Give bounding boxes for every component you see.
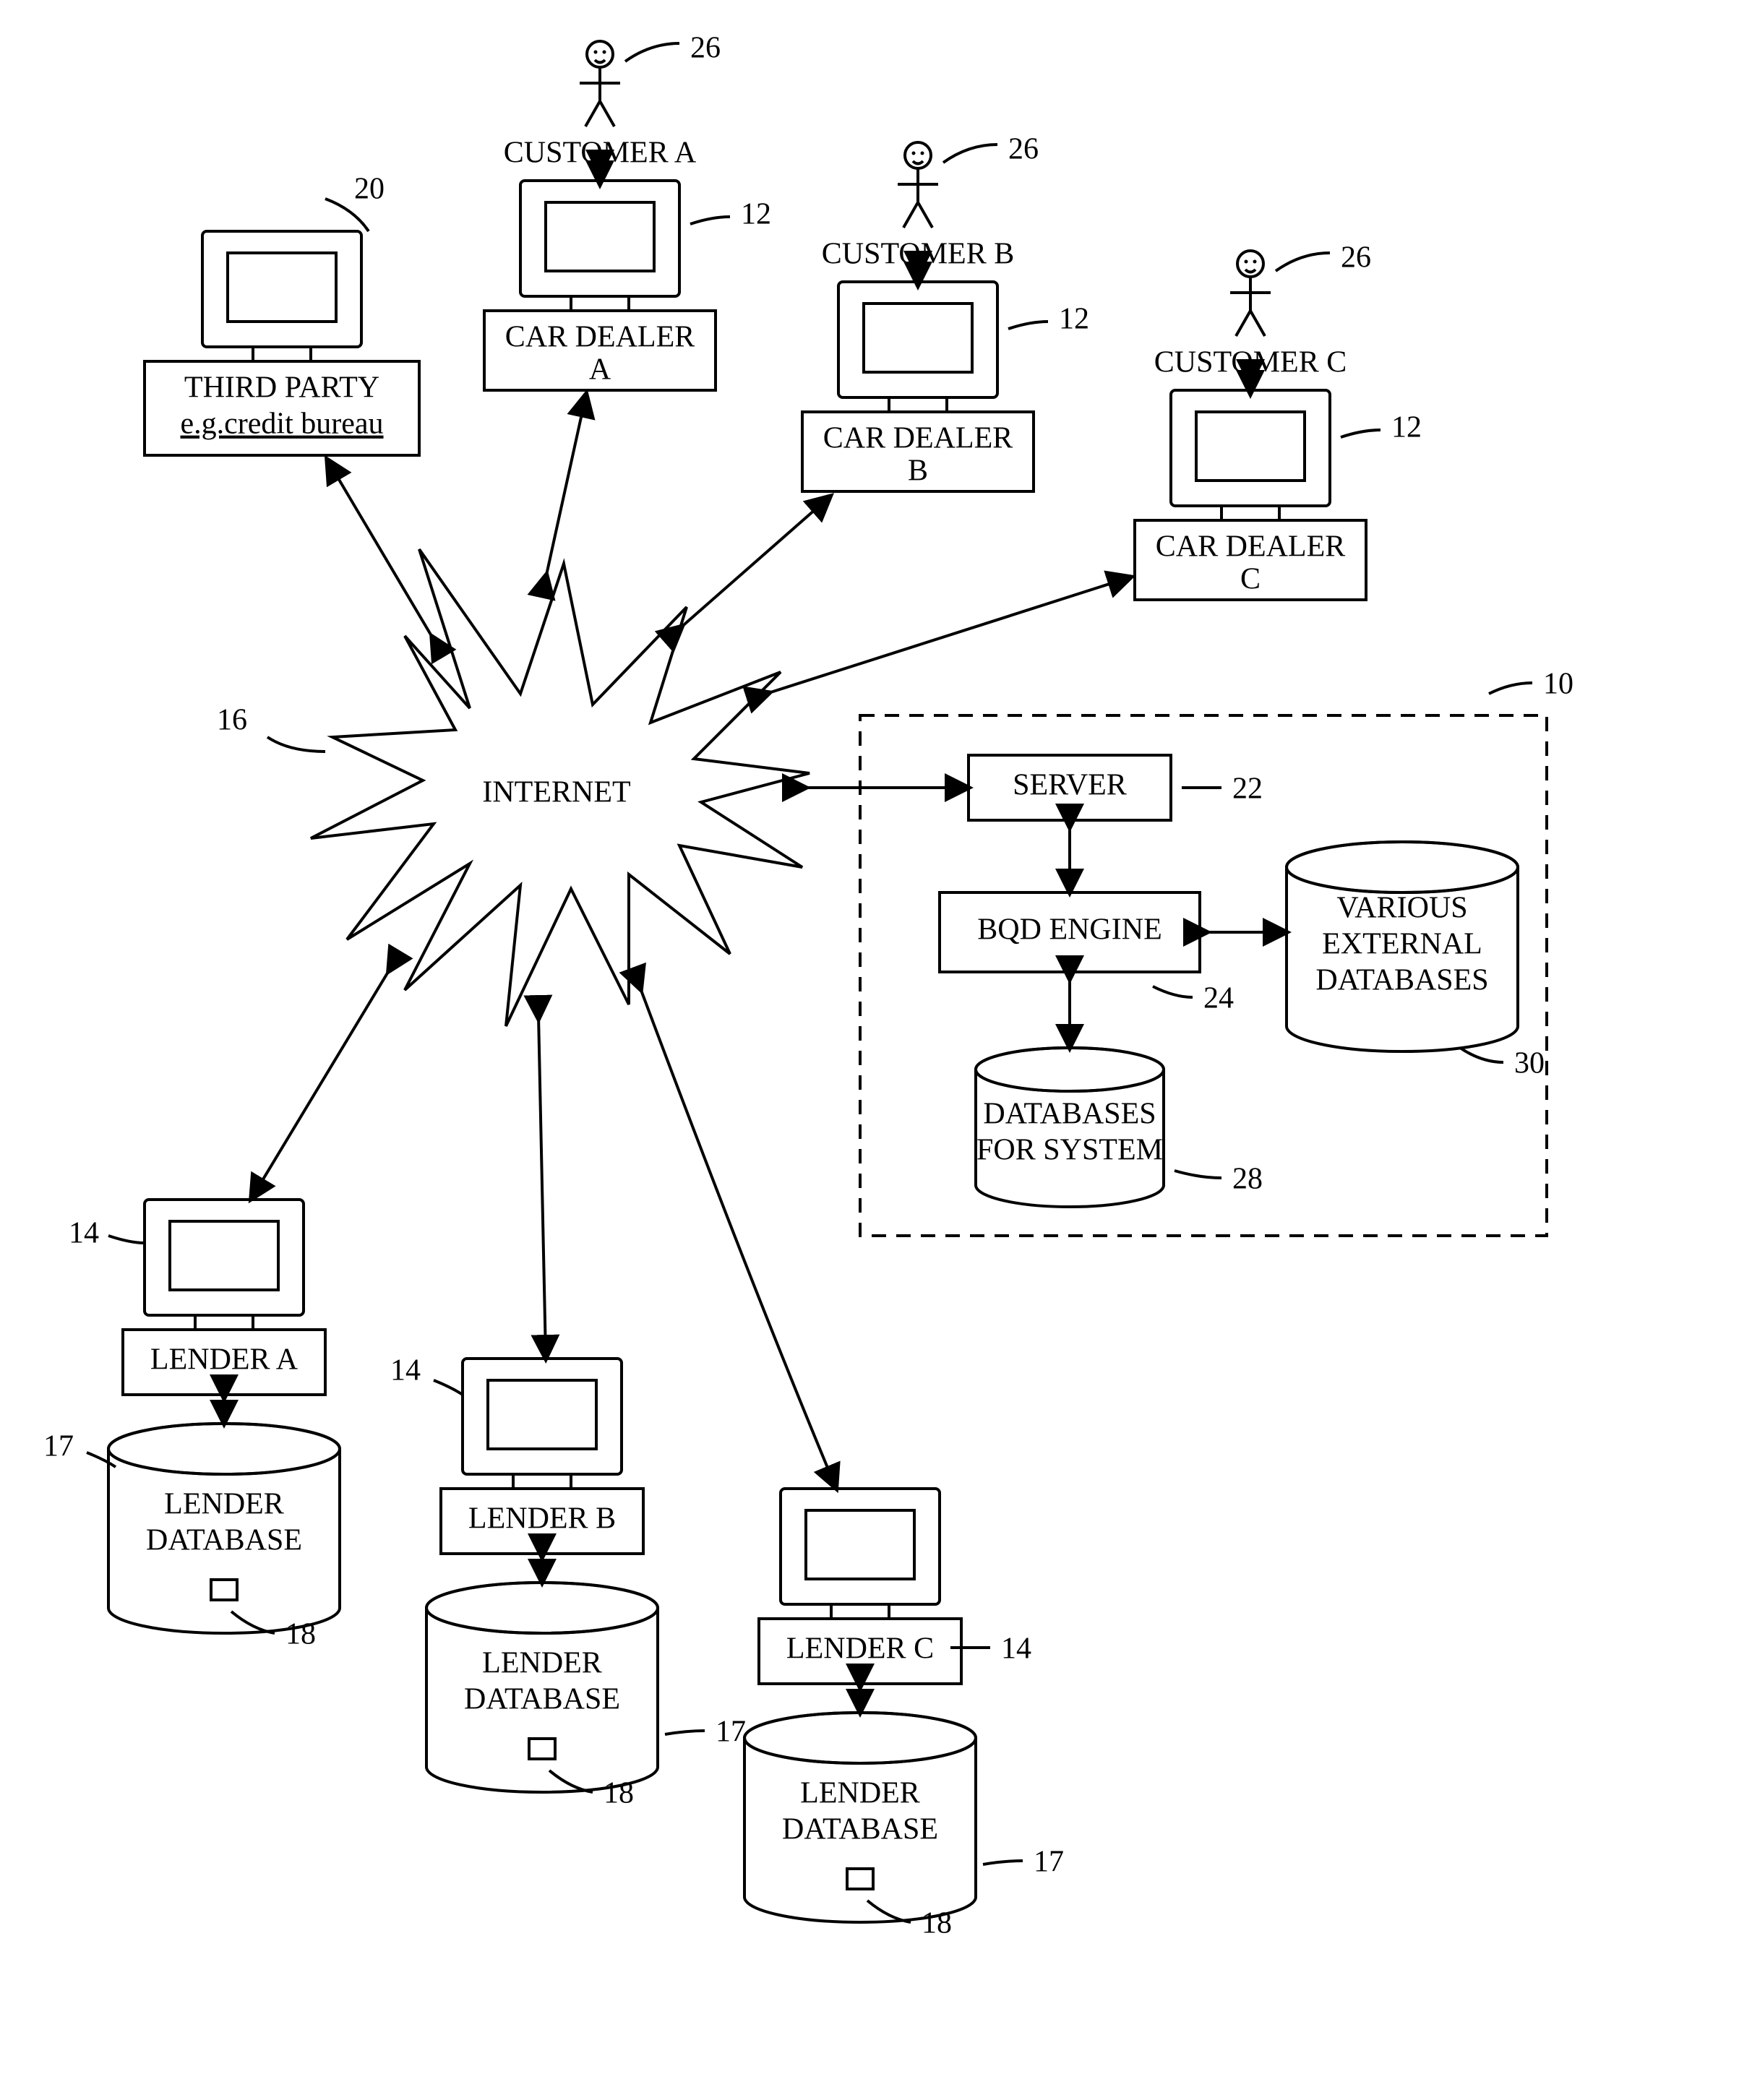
customer-b-label: CUSTOMER B	[822, 238, 1014, 271]
ref-18a: 18	[285, 1618, 316, 1651]
bqd-label: BQD ENGINE	[977, 913, 1162, 947]
lead-14a	[108, 1236, 145, 1243]
db-system: DATABASES FOR SYSTEM	[976, 1048, 1164, 1207]
ref-12a: 12	[741, 198, 771, 231]
lead-12b	[1008, 322, 1048, 329]
car-dealer-b-l1: CAR DEALER	[823, 422, 1013, 455]
lead-28	[1175, 1171, 1221, 1178]
ref-14a: 14	[69, 1217, 99, 1250]
lender-a-db-l2: DATABASE	[146, 1524, 302, 1557]
lender-c-db: LENDER DATABASE	[744, 1713, 976, 1922]
ref-30: 30	[1514, 1047, 1545, 1080]
customer-a: CUSTOMER A	[504, 41, 697, 170]
lead-26b	[943, 145, 997, 163]
ref-26a: 26	[690, 32, 721, 65]
ext-db-l2: EXTERNAL	[1322, 928, 1482, 961]
server-label: SERVER	[1013, 769, 1127, 802]
lender-c-db-l1: LENDER	[800, 1777, 920, 1810]
arrow-net-thirdparty	[329, 462, 434, 640]
lead-12c	[1341, 430, 1381, 437]
ref-17b: 17	[716, 1716, 746, 1749]
lender-a-db: LENDER DATABASE	[108, 1424, 340, 1633]
ref-18c: 18	[922, 1907, 952, 1940]
ref-28: 28	[1232, 1163, 1263, 1196]
lender-a-label: LENDER A	[150, 1343, 299, 1377]
arrow-net-lenderA	[253, 968, 390, 1196]
lender-c-label: LENDER C	[786, 1632, 934, 1666]
car-dealer-a: CAR DEALER A	[484, 181, 716, 390]
ref-17c: 17	[1034, 1846, 1064, 1879]
lead-10	[1489, 683, 1532, 694]
db-system-l2: FOR SYSTEM	[976, 1134, 1163, 1167]
ref-12c: 12	[1391, 411, 1422, 444]
lead-24	[1153, 986, 1193, 997]
internet-label: INTERNET	[482, 776, 630, 809]
arrow-net-dealerB	[679, 499, 828, 629]
car-dealer-c: CAR DEALER C	[1135, 390, 1366, 600]
lead-14b	[434, 1380, 463, 1395]
ext-db: VARIOUS EXTERNAL DATABASES	[1287, 842, 1518, 1051]
lender-a: LENDER A	[123, 1200, 325, 1395]
ref-22: 22	[1232, 773, 1263, 806]
ref-14c: 14	[1001, 1632, 1031, 1666]
customer-a-label: CUSTOMER A	[504, 137, 697, 170]
lead-17b	[665, 1731, 705, 1734]
ref-16: 16	[217, 704, 247, 737]
ref-20: 20	[354, 173, 385, 206]
ref-14b: 14	[390, 1354, 421, 1387]
ref-18b: 18	[604, 1777, 634, 1810]
ref-26c: 26	[1341, 241, 1371, 275]
third-party-l2: e.g.credit bureau	[180, 408, 383, 441]
lender-c: LENDER C	[759, 1489, 961, 1684]
car-dealer-c-l1: CAR DEALER	[1156, 530, 1346, 564]
ref-26b: 26	[1008, 133, 1039, 166]
lender-a-db-l1: LENDER	[164, 1488, 284, 1521]
arrow-net-lenderC	[640, 986, 835, 1485]
ref-10: 10	[1543, 668, 1573, 701]
lead-26c	[1276, 253, 1330, 271]
lead-30	[1460, 1048, 1503, 1062]
db-system-l1: DATABASES	[983, 1098, 1156, 1131]
ext-db-l1: VARIOUS	[1336, 892, 1467, 925]
car-dealer-b-l2: B	[908, 455, 928, 488]
lender-b: LENDER B	[441, 1359, 643, 1554]
ref-12b: 12	[1059, 303, 1089, 336]
customer-c-label: CUSTOMER C	[1154, 346, 1347, 379]
lead-12a	[690, 217, 730, 224]
ref-17a: 17	[43, 1430, 74, 1463]
lender-b-db: LENDER DATABASE	[426, 1583, 658, 1792]
car-dealer-a-l1: CAR DEALER	[505, 321, 695, 354]
lender-b-db-l2: DATABASE	[464, 1683, 620, 1716]
arrow-net-dealerA	[546, 397, 585, 578]
lender-c-db-l2: DATABASE	[782, 1813, 938, 1846]
ref-24: 24	[1203, 982, 1234, 1015]
lender-b-db-l1: LENDER	[482, 1647, 602, 1680]
third-party: THIRD PARTY e.g.credit bureau	[145, 231, 419, 455]
third-party-l1: THIRD PARTY	[184, 371, 379, 405]
arrow-net-lenderB	[538, 1015, 546, 1355]
lead-17c	[983, 1861, 1023, 1864]
customer-c: CUSTOMER C	[1154, 251, 1347, 379]
ext-db-l3: DATABASES	[1315, 964, 1488, 997]
lead-16	[267, 737, 325, 752]
lender-b-label: LENDER B	[468, 1502, 616, 1536]
car-dealer-c-l2: C	[1240, 563, 1261, 596]
lead-26a	[625, 43, 679, 61]
customer-b: CUSTOMER B	[822, 142, 1014, 271]
arrow-net-dealerC	[766, 578, 1128, 694]
car-dealer-a-l2: A	[589, 353, 611, 387]
car-dealer-b: CAR DEALER B	[802, 282, 1034, 491]
